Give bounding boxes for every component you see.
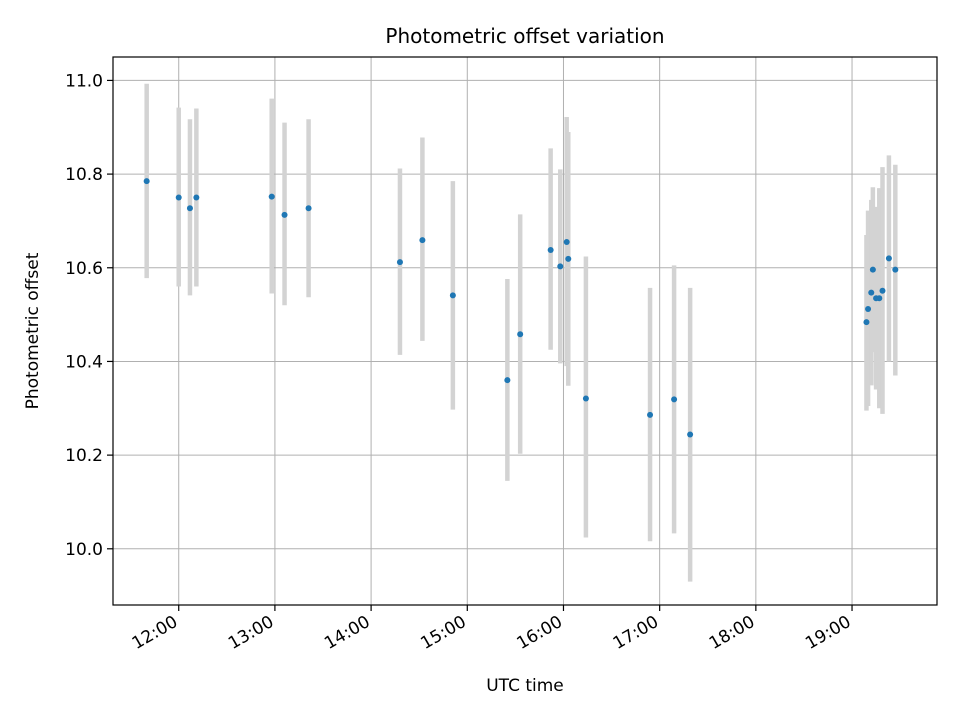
data-point: [186, 205, 193, 212]
data-point: [547, 246, 554, 253]
y-tick-label: 10.4: [65, 352, 103, 372]
grid: [113, 57, 937, 605]
y-axis-ticks: 10.0 10.2 10.4 10.6 10.8 11.0: [65, 71, 113, 560]
data-point: [892, 266, 899, 273]
x-axis-title: UTC time: [486, 676, 564, 696]
data-point: [885, 255, 892, 262]
chart-title: Photometric offset variation: [385, 24, 664, 48]
y-tick-label: 10.6: [65, 259, 103, 279]
data-point: [582, 395, 589, 402]
data-point: [504, 377, 511, 384]
plot-frame: [112, 56, 938, 606]
data-point: [143, 178, 150, 185]
data-point: [687, 431, 694, 438]
data-point: [863, 319, 870, 326]
y-tick-label: 11.0: [65, 71, 103, 91]
data-point: [281, 211, 288, 218]
data-point: [563, 239, 570, 246]
y-axis-title: Photometric offset: [23, 252, 43, 409]
plot-area: [113, 57, 937, 605]
data-point: [671, 396, 678, 403]
data-point: [565, 255, 572, 262]
data-point: [517, 331, 524, 338]
data-point: [396, 259, 403, 266]
data-point: [175, 194, 182, 201]
data-point: [449, 292, 456, 299]
data-point: [865, 305, 872, 312]
data-point: [647, 411, 654, 418]
data-point: [193, 194, 200, 201]
data-point: [268, 193, 275, 200]
y-tick-label: 10.0: [65, 540, 103, 560]
y-tick-label: 10.2: [65, 446, 103, 466]
data-point: [557, 263, 564, 270]
data-point: [868, 289, 875, 296]
data-point: [869, 266, 876, 273]
y-tick-label: 10.8: [65, 165, 103, 185]
data-point: [305, 205, 312, 212]
data-point: [419, 237, 426, 244]
data-point: [879, 287, 886, 294]
data-markers: [143, 178, 899, 438]
data-point: [876, 295, 883, 302]
